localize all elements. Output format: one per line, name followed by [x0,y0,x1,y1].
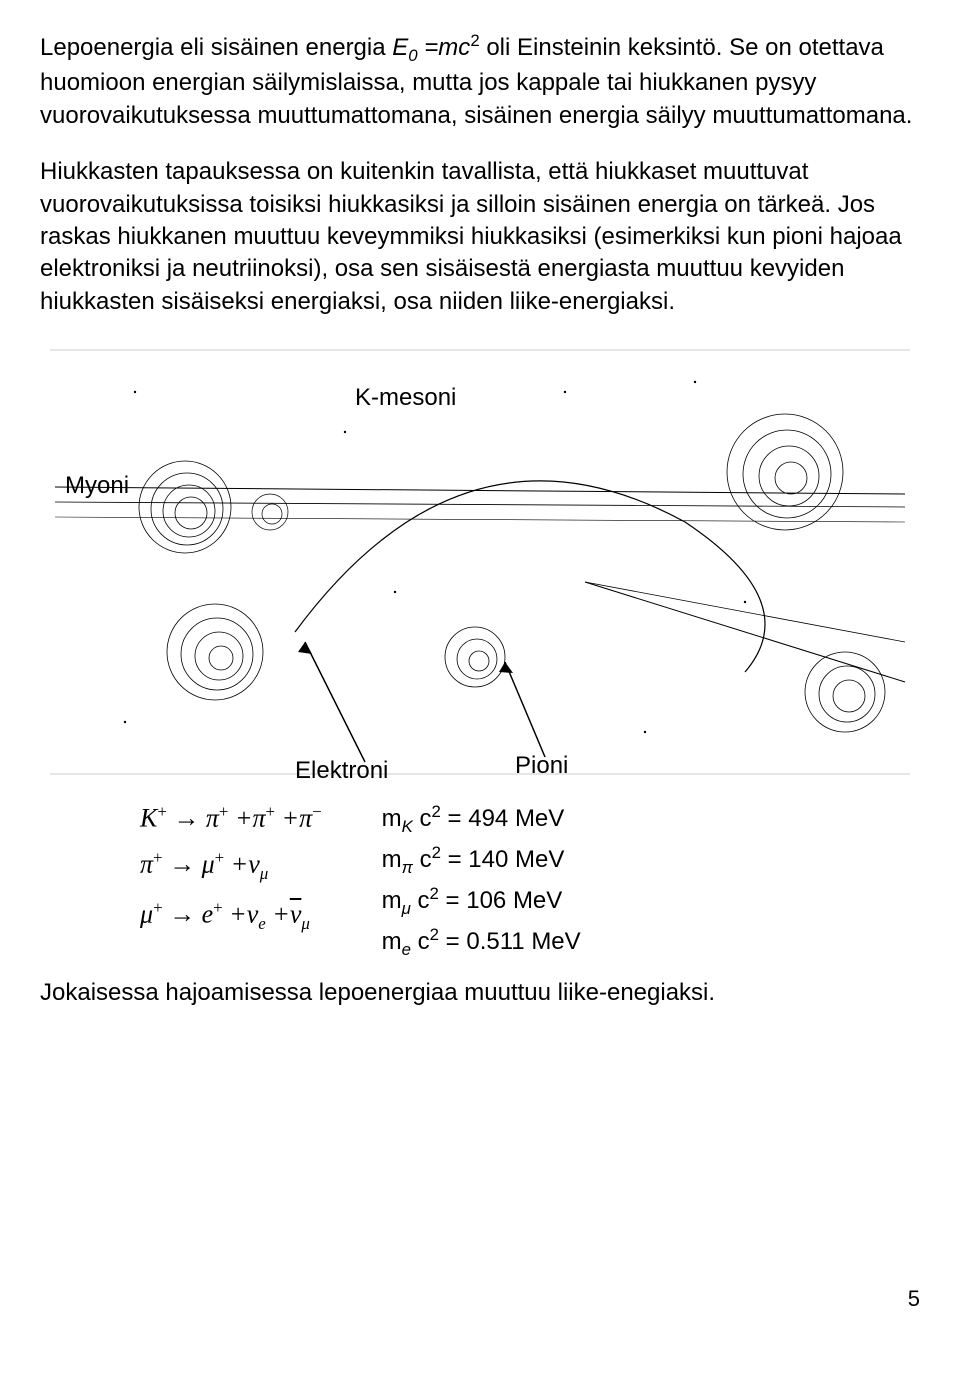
mass-4: me c2 = 0.511 MeV [382,925,581,960]
eq-line-2: π+ → μ+ +νμ [140,848,322,884]
eq-line-1: K+ → π+ +π+ +π− [140,802,322,834]
label-myoni: Myoni [65,472,129,500]
mass-3: mμ c2 = 106 MeV [382,884,581,919]
bubble-chamber-diagram: K-mesoni Myoni Pioni Elektroni [45,342,915,782]
p1-mid: =mc [418,34,471,61]
p1-var: E [392,34,408,61]
label-pioni: Pioni [515,752,568,780]
p1-pre: Lepoenergia eli sisäinen energia [40,34,392,61]
mass-1: mK c2 = 494 MeV [382,802,581,837]
eq-line-3: μ+ → e+ +νe +νμ [140,898,322,934]
label-elektroni: Elektroni [295,757,388,785]
mass-values: mK c2 = 494 MeV mπ c2 = 140 MeV mμ c2 = … [382,802,581,959]
page-number: 5 [908,1286,920,1312]
paragraph-1: Lepoenergia eli sisäinen energia E0 =mc2… [40,30,920,132]
decay-equations: K+ → π+ +π+ +π− π+ → μ+ +νμ μ+ → e+ +νe … [140,802,322,933]
footer-paragraph: Jokaisessa hajoamisessa lepoenergiaa muu… [40,977,920,1009]
label-kmesoni: K-mesoni [355,384,456,412]
p1-sup: 2 [470,31,479,50]
paragraph-2: Hiukkasten tapauksessa on kuitenkin tava… [40,156,920,318]
diagram-svg [45,342,915,782]
mass-2: mπ c2 = 140 MeV [382,843,581,878]
p1-sub: 0 [408,46,417,65]
equations-row: K+ → π+ +π+ +π− π+ → μ+ +νμ μ+ → e+ +νe … [40,802,920,959]
